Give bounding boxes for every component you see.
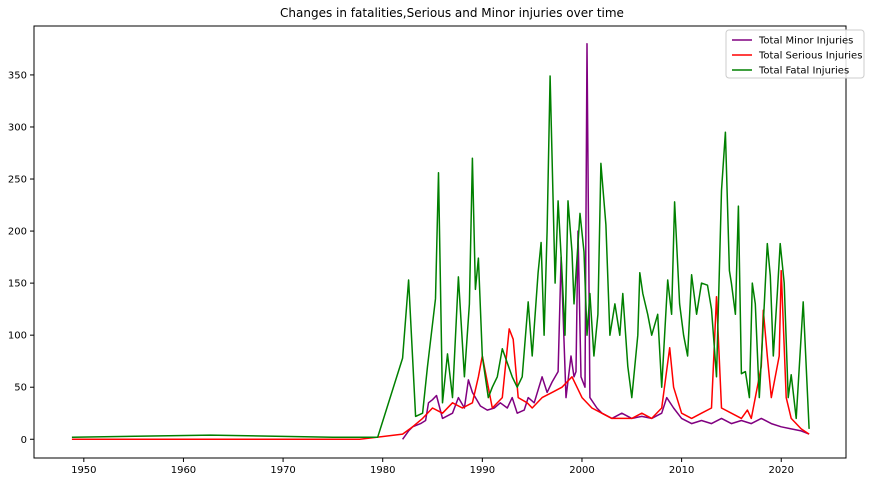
series-line-0 — [401, 42, 810, 440]
y-tick-label: 350 — [8, 70, 27, 81]
y-tick-label: 150 — [8, 279, 27, 290]
x-tick-label: 1980 — [370, 465, 395, 476]
plot-frame — [33, 25, 847, 459]
x-tick-label: 1950 — [71, 465, 96, 476]
y-tick-label: 50 — [14, 383, 27, 394]
x-tick-label: 1960 — [171, 465, 196, 476]
plot-area — [71, 42, 810, 441]
legend-box — [725, 29, 865, 79]
x-tick-label: 2000 — [569, 465, 594, 476]
legend-label-0: Total Minor Injuries — [758, 36, 853, 47]
legend-label-1: Total Serious Injuries — [758, 51, 862, 62]
x-tick-label: 1990 — [470, 465, 495, 476]
x-tick-label: 2010 — [669, 465, 694, 476]
y-tick-label: 250 — [8, 175, 27, 186]
x-tick-label: 2020 — [769, 465, 794, 476]
legend-label-2: Total Fatal Injuries — [758, 66, 849, 77]
chart-title: Changes in fatalities,Serious and Minor … — [280, 6, 624, 20]
y-tick-label: 200 — [8, 227, 27, 238]
y-tick-label: 100 — [8, 331, 27, 342]
y-axis: 0 50 100 150 200 250 300 350 — [8, 70, 34, 446]
y-tick-label: 0 — [21, 435, 27, 446]
x-tick-label: 1970 — [270, 465, 295, 476]
legend: Total Minor Injuries Total Serious Injuri… — [725, 29, 865, 79]
x-axis: 1950 1960 1970 1980 1990 2000 2010 2020 — [71, 458, 794, 476]
series-line-2 — [71, 75, 810, 438]
y-tick-label: 300 — [8, 122, 27, 133]
